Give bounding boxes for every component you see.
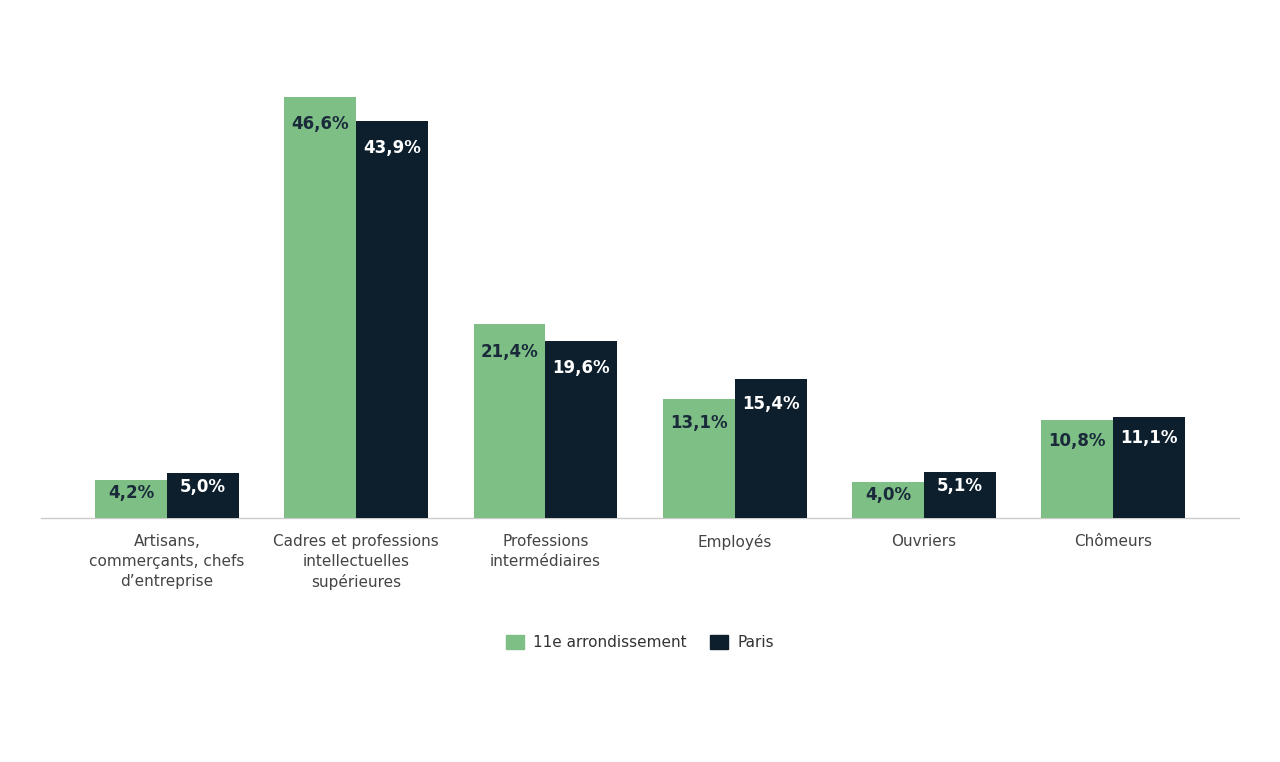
Bar	[924, 472, 996, 517]
Text: 21,4%: 21,4%	[480, 343, 539, 360]
Bar	[1041, 420, 1114, 517]
Text: 15,4%: 15,4%	[741, 395, 800, 413]
Bar	[1114, 418, 1185, 517]
Text: 19,6%: 19,6%	[553, 359, 611, 376]
Bar	[284, 97, 356, 517]
Text: 13,1%: 13,1%	[669, 414, 727, 431]
Text: 5,1%: 5,1%	[937, 477, 983, 495]
Bar	[852, 482, 924, 517]
Text: 4,0%: 4,0%	[865, 486, 911, 504]
Legend: 11e arrondissement, Paris: 11e arrondissement, Paris	[499, 629, 781, 656]
Bar	[95, 480, 166, 517]
Text: 5,0%: 5,0%	[180, 478, 227, 496]
Text: 11,1%: 11,1%	[1120, 430, 1178, 447]
Bar	[474, 325, 545, 517]
Bar	[735, 379, 806, 517]
Bar	[166, 472, 239, 517]
Bar	[356, 121, 428, 517]
Text: 4,2%: 4,2%	[108, 485, 154, 502]
Text: 10,8%: 10,8%	[1048, 432, 1106, 450]
Text: 43,9%: 43,9%	[364, 139, 421, 158]
Bar	[663, 399, 735, 517]
Text: 46,6%: 46,6%	[292, 115, 349, 133]
Bar	[545, 341, 617, 517]
